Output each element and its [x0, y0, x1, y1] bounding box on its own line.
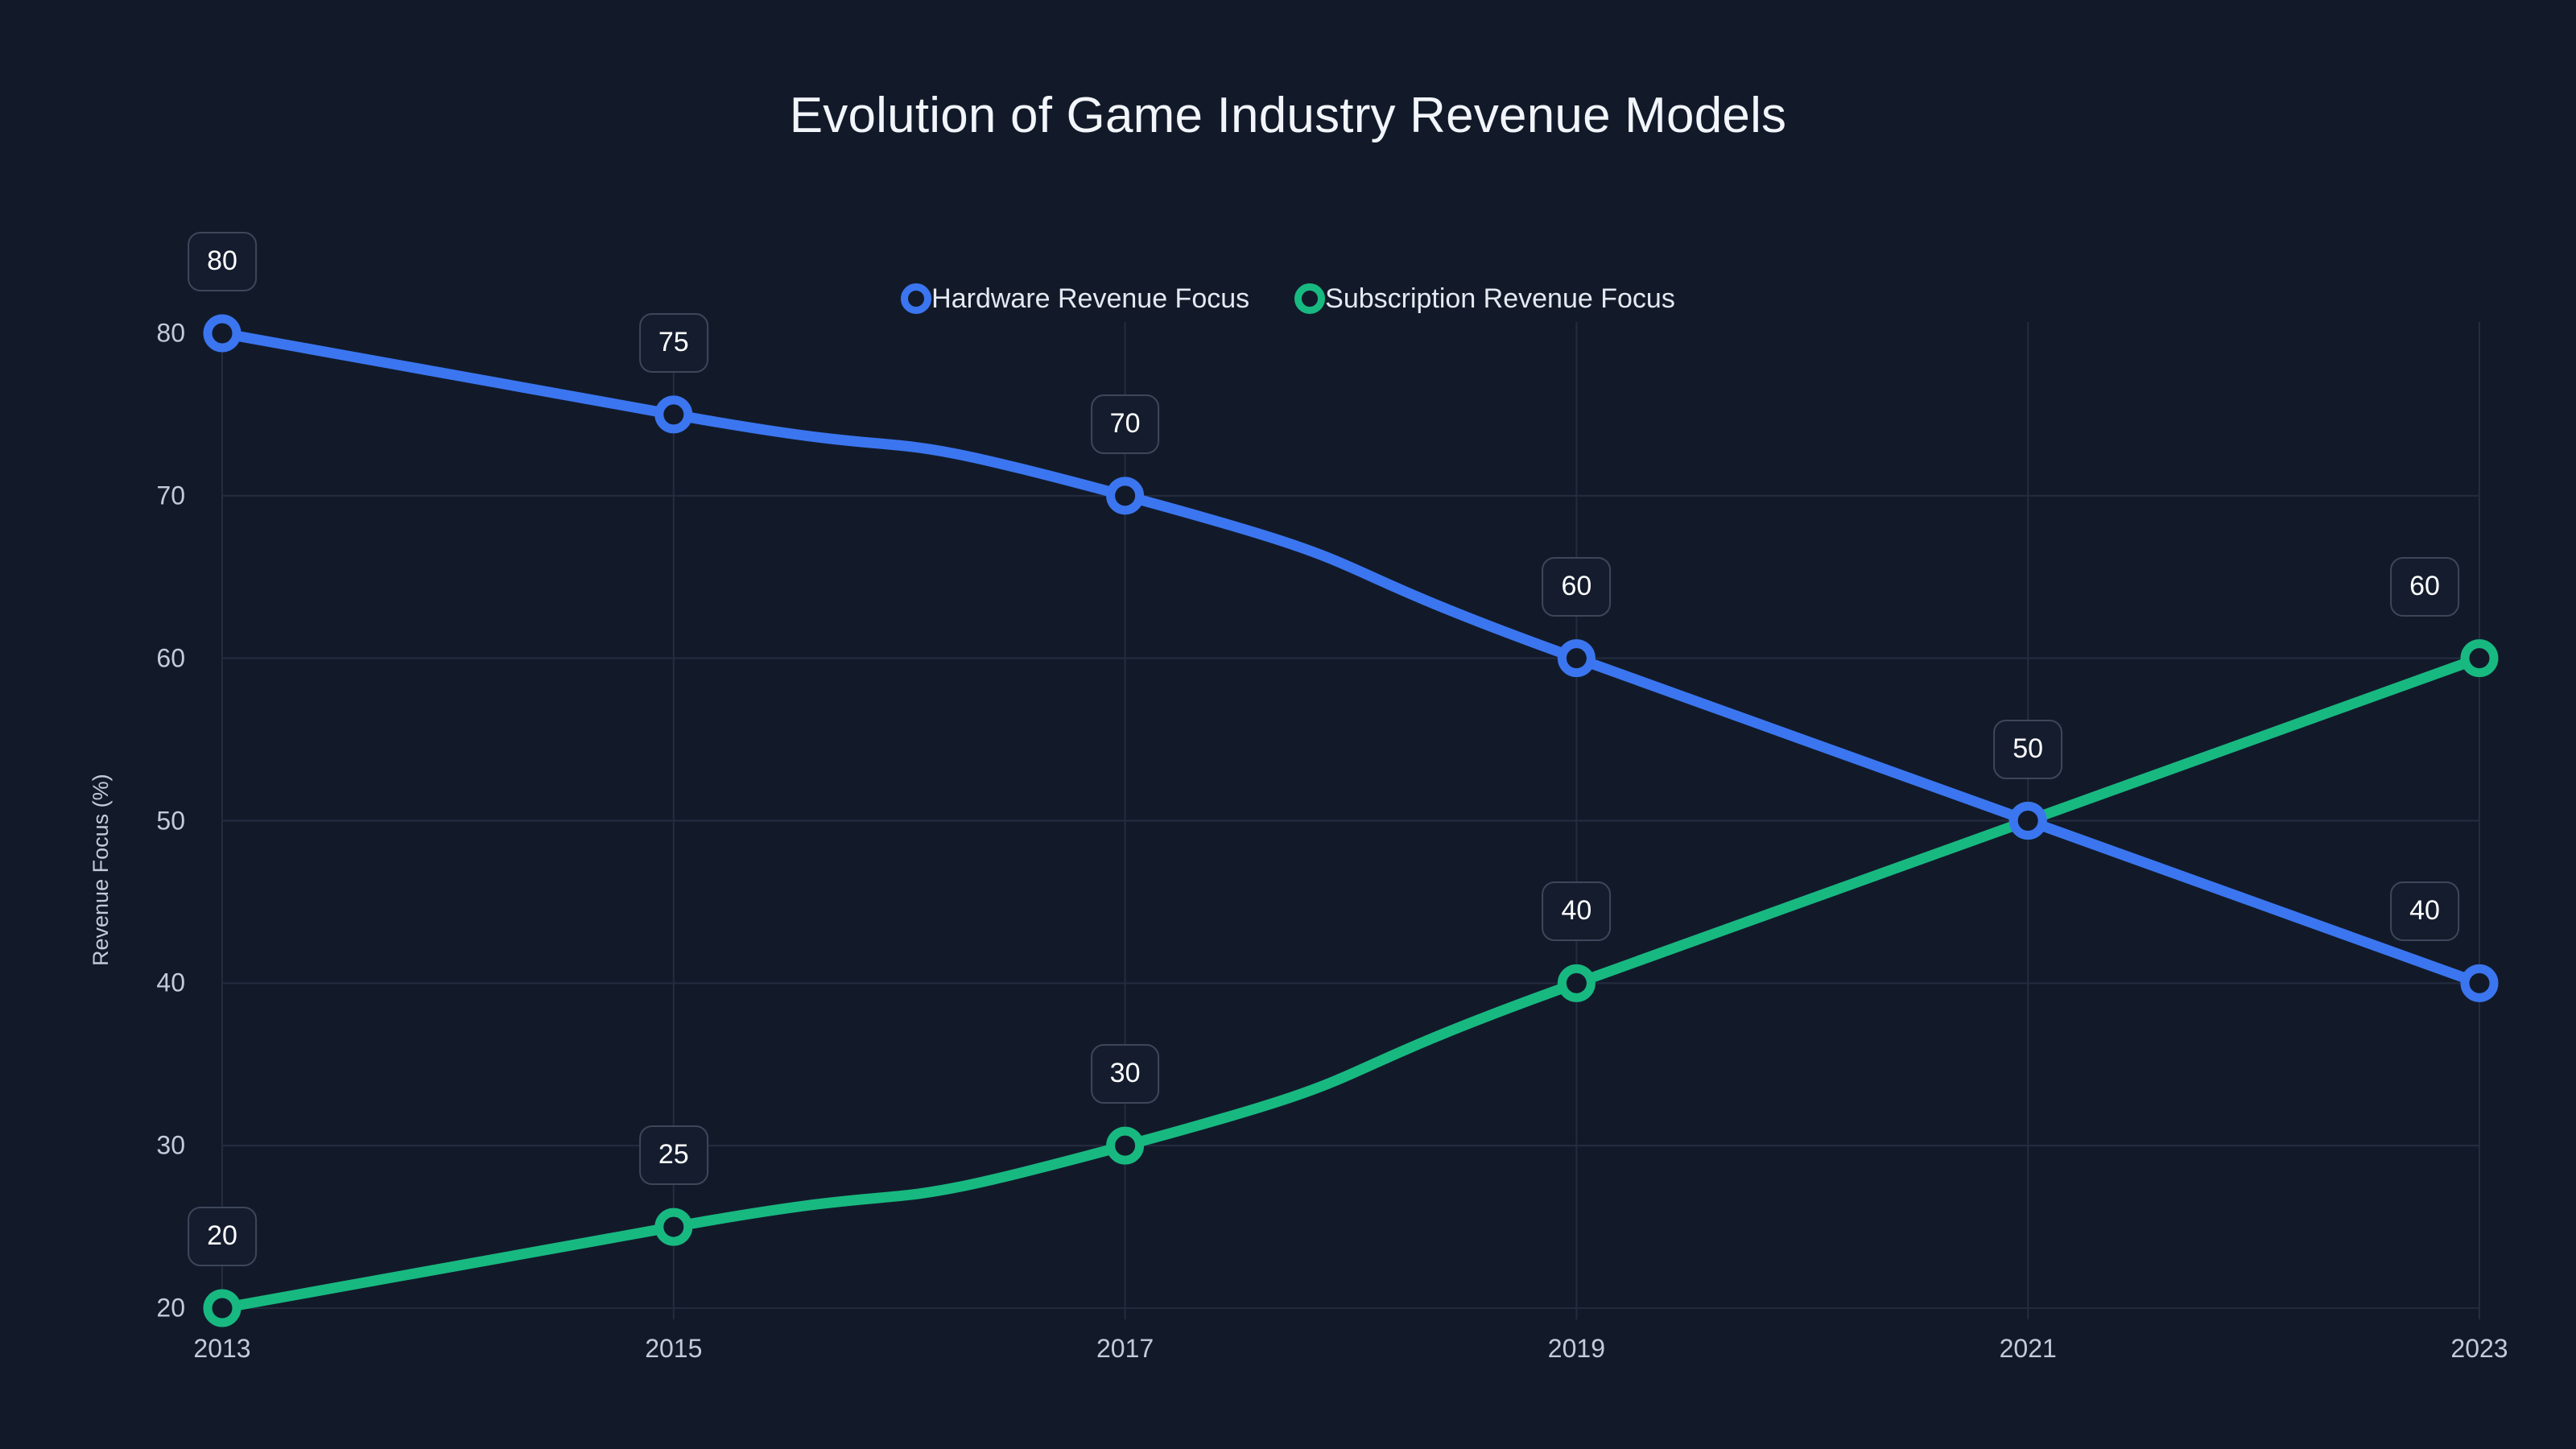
- data-point-subscription-2019[interactable]: [1557, 964, 1596, 1002]
- data-label-subscription-2017: 30: [1090, 1044, 1160, 1104]
- data-point-hardware-2013[interactable]: [203, 314, 242, 353]
- data-point-marker[interactable]: [203, 1289, 242, 1327]
- data-label-subscription-2019: 40: [1542, 881, 1612, 942]
- data-point-marker[interactable]: [2008, 802, 2047, 840]
- data-point-hardware-2019[interactable]: [1557, 639, 1596, 678]
- legend-item-label: Subscription Revenue Focus: [1325, 283, 1675, 314]
- page-title: Evolution of Game Industry Revenue Model…: [789, 88, 1787, 143]
- chart-legend: Hardware Revenue Focus Subscription Reven…: [0, 283, 2576, 314]
- data-point-marker[interactable]: [1106, 1126, 1145, 1165]
- data-point-marker[interactable]: [1557, 639, 1596, 678]
- y-axis-tick-label: 40: [156, 968, 185, 997]
- data-label-hardware-2019: 60: [1542, 556, 1612, 617]
- data-label-hardware-2021: 50: [1993, 719, 2063, 779]
- y-axis-tick-label: 30: [156, 1130, 185, 1160]
- y-axis-tick-label: 20: [156, 1293, 185, 1323]
- data-point-hardware-2015[interactable]: [654, 395, 693, 434]
- data-label-hardware-2023: 40: [2390, 881, 2459, 942]
- data-point-subscription-2013[interactable]: [203, 1289, 242, 1327]
- data-point-marker[interactable]: [2460, 964, 2499, 1002]
- circle-ring-icon: [1294, 283, 1326, 314]
- data-point-marker[interactable]: [654, 395, 693, 434]
- data-point-subscription-2023[interactable]: [2460, 639, 2499, 678]
- data-label-subscription-2023: 60: [2390, 556, 2459, 617]
- data-label-subscription-2013: 20: [188, 1207, 257, 1266]
- y-axis-tick-label: 60: [156, 643, 185, 673]
- data-label-subscription-2015: 25: [638, 1125, 708, 1186]
- data-point-subscription-2017[interactable]: [1106, 1126, 1145, 1165]
- y-axis-tick-label: 50: [156, 806, 185, 835]
- x-axis-tick-label: 2017: [1096, 1334, 1154, 1363]
- x-axis-tick-label: 2013: [193, 1334, 251, 1363]
- data-point-marker[interactable]: [2460, 639, 2499, 678]
- legend-item-hardware[interactable]: Hardware Revenue Focus: [901, 283, 1249, 314]
- y-axis-tick-label: 70: [156, 481, 185, 510]
- data-point-hardware-2021[interactable]: [2008, 802, 2047, 840]
- x-axis-tick-label: 2019: [1547, 1334, 1605, 1363]
- x-axis-tick-label: 2023: [2450, 1334, 2508, 1363]
- y-axis-title: Revenue Focus (%): [89, 774, 113, 966]
- data-point-hardware-2023[interactable]: [2460, 964, 2499, 1002]
- data-point-marker[interactable]: [1106, 477, 1145, 515]
- y-axis-tick-label: 80: [156, 318, 185, 348]
- data-point-marker[interactable]: [203, 314, 242, 353]
- data-point-subscription-2015[interactable]: [654, 1208, 693, 1246]
- x-axis-tick-label: 2021: [1999, 1334, 2057, 1363]
- grid-lines: [221, 322, 2480, 1319]
- data-label-hardware-2017: 70: [1090, 394, 1160, 454]
- data-point-hardware-2017[interactable]: [1106, 477, 1145, 515]
- circle-ring-icon: [901, 283, 932, 314]
- data-point-marker[interactable]: [654, 1208, 693, 1246]
- x-axis-tick-label: 2015: [645, 1334, 703, 1363]
- data-label-hardware-2015: 75: [638, 312, 708, 373]
- data-point-marker[interactable]: [1557, 964, 1596, 1002]
- data-label-hardware-2013: 80: [188, 232, 257, 291]
- legend-item-subscription[interactable]: Subscription Revenue Focus: [1294, 283, 1675, 314]
- legend-item-label: Hardware Revenue Focus: [931, 283, 1250, 314]
